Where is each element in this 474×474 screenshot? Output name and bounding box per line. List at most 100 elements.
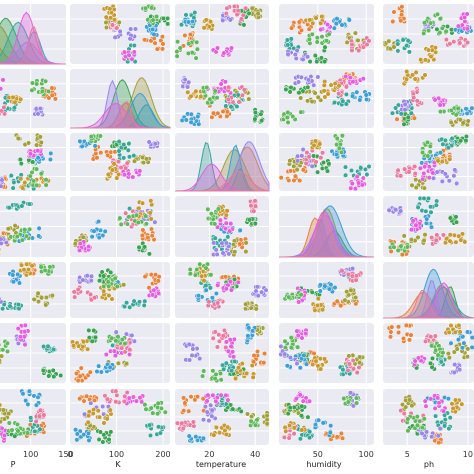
scatter-point bbox=[39, 88, 45, 94]
scatter-point bbox=[149, 5, 155, 11]
scatter-point bbox=[342, 164, 349, 170]
scatter-point bbox=[300, 167, 306, 173]
scatter-point bbox=[86, 244, 92, 250]
scatter-point bbox=[259, 289, 265, 295]
scatter-point bbox=[29, 80, 36, 86]
scatter-point bbox=[88, 278, 94, 284]
scatter-point bbox=[299, 335, 305, 341]
scatter-point bbox=[430, 175, 437, 181]
scatter-point bbox=[437, 102, 443, 108]
scatter-point bbox=[423, 403, 429, 409]
scatter-point bbox=[425, 47, 432, 53]
scatter-point bbox=[16, 306, 22, 312]
scatter-point bbox=[283, 428, 289, 434]
scatter-point bbox=[415, 234, 421, 240]
scatter-point bbox=[455, 23, 461, 29]
scatter-point bbox=[0, 419, 3, 425]
scatter-point bbox=[447, 415, 453, 421]
scatter-point bbox=[437, 16, 443, 22]
scatter-point bbox=[439, 178, 445, 184]
scatter-point bbox=[451, 369, 457, 376]
scatter-point bbox=[314, 59, 320, 65]
scatter-point bbox=[94, 368, 100, 375]
scatter-point bbox=[203, 17, 209, 23]
scatter-point bbox=[454, 346, 460, 352]
scatter-point bbox=[434, 26, 440, 32]
scatter-point bbox=[334, 16, 340, 22]
scatter-point bbox=[187, 266, 193, 273]
scatter-point bbox=[200, 417, 207, 423]
scatter-point bbox=[423, 208, 429, 214]
scatter-point bbox=[294, 328, 300, 334]
scatter-point bbox=[422, 232, 428, 238]
scatter-point bbox=[221, 50, 227, 56]
scatter-point bbox=[255, 11, 261, 17]
scatter-point bbox=[421, 416, 427, 422]
scatter-point bbox=[142, 298, 148, 304]
scatter-point bbox=[186, 408, 192, 414]
scatter-point bbox=[360, 175, 366, 181]
scatter-point bbox=[403, 76, 410, 82]
scatter-point bbox=[239, 361, 245, 367]
cell-r6-c1 bbox=[70, 388, 170, 445]
scatter-point bbox=[432, 97, 438, 103]
scatter-point bbox=[71, 289, 77, 295]
scatter-point bbox=[6, 420, 12, 426]
scatter-point bbox=[402, 101, 408, 107]
scatter-point bbox=[453, 112, 459, 118]
scatter-point bbox=[142, 37, 148, 43]
scatter-point bbox=[243, 5, 249, 11]
scatter-point bbox=[34, 182, 40, 188]
scatter-point bbox=[112, 353, 118, 359]
scatter-point bbox=[129, 56, 135, 62]
scatter-point bbox=[244, 411, 251, 417]
cell-r6-c2 bbox=[174, 389, 270, 445]
scatter-point bbox=[254, 284, 260, 290]
scatter-point bbox=[34, 142, 40, 148]
scatter-point bbox=[210, 392, 216, 398]
scatter-point bbox=[183, 117, 189, 123]
cell-r0-c1 bbox=[70, 3, 171, 65]
x-tick-label: 20 bbox=[204, 450, 214, 459]
scatter-point bbox=[286, 435, 292, 441]
scatter-point bbox=[347, 75, 353, 81]
scatter-point bbox=[218, 81, 224, 87]
scatter-point bbox=[306, 154, 312, 160]
scatter-point bbox=[27, 151, 34, 157]
kde-curve bbox=[70, 101, 170, 129]
scatter-point bbox=[233, 376, 239, 382]
scatter-point bbox=[223, 274, 229, 280]
scatter-point bbox=[418, 57, 424, 63]
scatter-point bbox=[143, 221, 149, 227]
scatter-point bbox=[417, 165, 423, 171]
scatter-point bbox=[126, 352, 133, 358]
scatter-point bbox=[180, 426, 186, 432]
scatter-point bbox=[305, 84, 311, 90]
scatter-point bbox=[443, 37, 449, 43]
scatter-point bbox=[263, 287, 269, 293]
scatter-point bbox=[342, 297, 348, 303]
scatter-point bbox=[223, 392, 229, 398]
x-axis-label-temperature: temperature bbox=[196, 460, 246, 469]
scatter-point bbox=[352, 186, 358, 192]
scatter-point bbox=[296, 299, 302, 305]
scatter-point bbox=[131, 42, 137, 49]
scatter-point bbox=[126, 141, 132, 147]
scatter-point bbox=[460, 120, 466, 126]
cell-r1-c2 bbox=[175, 69, 269, 128]
scatter-point bbox=[85, 430, 92, 436]
scatter-point bbox=[447, 156, 453, 162]
scatter-point bbox=[28, 415, 34, 421]
scatter-point bbox=[291, 425, 297, 431]
scatter-point bbox=[343, 73, 349, 80]
scatter-point bbox=[121, 172, 128, 178]
scatter-point bbox=[456, 233, 462, 239]
scatter-point bbox=[14, 421, 21, 427]
scatter-point bbox=[218, 392, 224, 398]
scatter-point bbox=[207, 285, 213, 291]
scatter-point bbox=[452, 397, 459, 403]
scatter-point bbox=[364, 41, 370, 48]
scatter-point bbox=[437, 150, 444, 156]
cell-r0-c0 bbox=[0, 4, 66, 65]
